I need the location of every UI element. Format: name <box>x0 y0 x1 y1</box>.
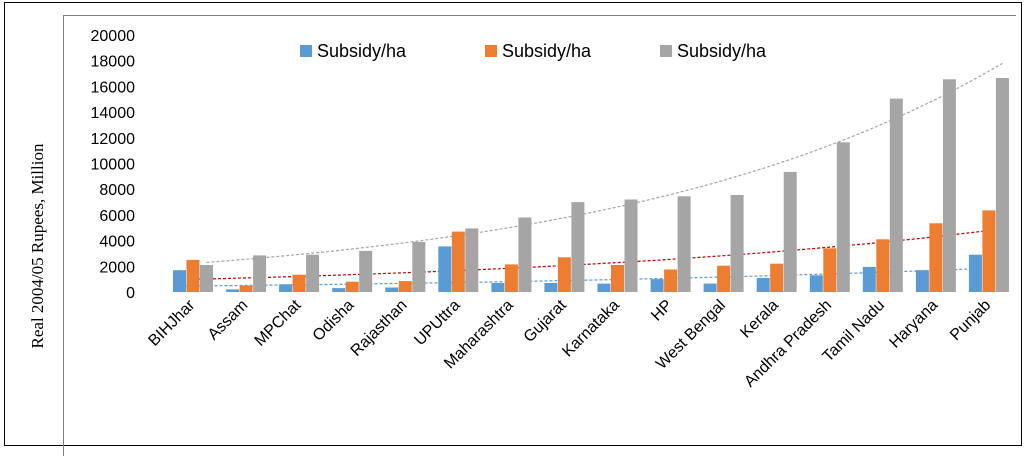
bar-series-2 <box>306 254 320 292</box>
bar-series-0 <box>650 279 664 292</box>
bar-series-2 <box>783 171 797 292</box>
y-tick-label: 18000 <box>91 54 136 71</box>
bar-series-0 <box>279 284 293 292</box>
x-tick-label: Gujarat <box>521 296 571 346</box>
bar-series-2 <box>359 250 373 292</box>
x-tick-label: MPChat <box>252 296 305 349</box>
bar-series-1 <box>876 239 890 292</box>
x-tick-label: Karnataka <box>559 297 623 361</box>
bar-series-1 <box>770 263 784 292</box>
y-tick-label: 0 <box>126 285 135 302</box>
x-tick-label: Haryana <box>886 297 941 352</box>
x-tick-label: Kerala <box>737 297 782 342</box>
bar-series-0 <box>809 275 823 292</box>
bar-series-1 <box>823 248 837 292</box>
chart-frame <box>4 2 1022 446</box>
bar-series-0 <box>862 266 876 292</box>
bar-series-2 <box>624 199 638 292</box>
plot-border <box>63 15 1016 456</box>
bar-series-2 <box>995 78 1009 292</box>
bar-series-1 <box>929 223 943 292</box>
legend-swatch <box>660 45 672 57</box>
bar-series-0 <box>703 283 717 292</box>
y-tick-label: 12000 <box>91 131 136 148</box>
bar-series-1 <box>239 285 253 292</box>
x-tick-label: UPUttra <box>411 297 463 349</box>
bar-series-0 <box>385 287 399 292</box>
bar-series-1 <box>664 269 678 292</box>
bar-series-1 <box>611 265 624 292</box>
x-tick-label: Rajasthan <box>348 297 411 360</box>
bar-series-0 <box>332 288 346 292</box>
y-tick-label: 2000 <box>99 259 135 276</box>
bar-series-1 <box>345 281 359 292</box>
bar-series-0 <box>491 283 505 292</box>
legend-swatch <box>300 45 312 57</box>
y-tick-label: 10000 <box>91 157 136 174</box>
bar-series-0 <box>756 277 770 292</box>
bar-series-1 <box>504 264 518 292</box>
y-tick-label: 20000 <box>91 28 136 45</box>
legend-label: Subsidy/ha <box>502 41 592 61</box>
x-tick-label: HP <box>648 297 676 325</box>
bars <box>173 78 1009 292</box>
bar-series-2 <box>942 79 956 292</box>
bar-series-2 <box>518 217 532 292</box>
y-axis-ticks: 0 2000 4000 6000 8000 10000 12000 14000 16000 180… <box>91 28 136 302</box>
y-tick-label: 4000 <box>99 234 135 251</box>
bar-series-2 <box>889 98 903 292</box>
legend-label: Subsidy/ha <box>317 41 407 61</box>
bar-series-2 <box>571 202 585 292</box>
bar-series-2 <box>465 228 479 292</box>
y-tick-label: 8000 <box>99 182 135 199</box>
bar-series-1 <box>717 265 731 292</box>
bar-series-0 <box>597 283 611 292</box>
bar-series-2 <box>836 142 850 292</box>
bar-series-1 <box>557 257 571 292</box>
x-tick-label: Punjab <box>947 297 994 344</box>
bar-series-0 <box>544 283 558 292</box>
legend-swatch <box>485 45 497 57</box>
legend: Subsidy/ha Subsidy/ha Subsidy/ha <box>300 41 767 61</box>
bar-series-1 <box>982 210 996 292</box>
bar-series-2 <box>412 241 426 292</box>
bar-series-1 <box>186 259 200 292</box>
y-tick-label: 16000 <box>91 79 136 96</box>
bar-series-2 <box>200 265 213 292</box>
bar-series-2 <box>253 255 267 292</box>
bar-series-0 <box>173 270 186 292</box>
bar-series-1 <box>451 231 465 292</box>
y-tick-label: 6000 <box>99 208 135 225</box>
bar-series-0 <box>968 254 982 292</box>
bar-series-0 <box>226 289 240 292</box>
trendline-1 <box>192 229 989 280</box>
y-tick-label: 14000 <box>91 105 136 122</box>
bar-series-0 <box>915 270 929 292</box>
bar-series-2 <box>677 196 691 292</box>
trendline-2 <box>206 62 1003 263</box>
legend-label: Subsidy/ha <box>677 41 767 61</box>
x-tick-label: Odisha <box>310 297 358 345</box>
x-tick-label: BIHJhar <box>145 296 198 349</box>
x-tick-label: Assam <box>205 297 252 344</box>
bar-series-1 <box>292 274 306 292</box>
bar-series-0 <box>438 246 452 292</box>
bar-series-1 <box>398 281 412 292</box>
bar-series-2 <box>730 195 744 292</box>
